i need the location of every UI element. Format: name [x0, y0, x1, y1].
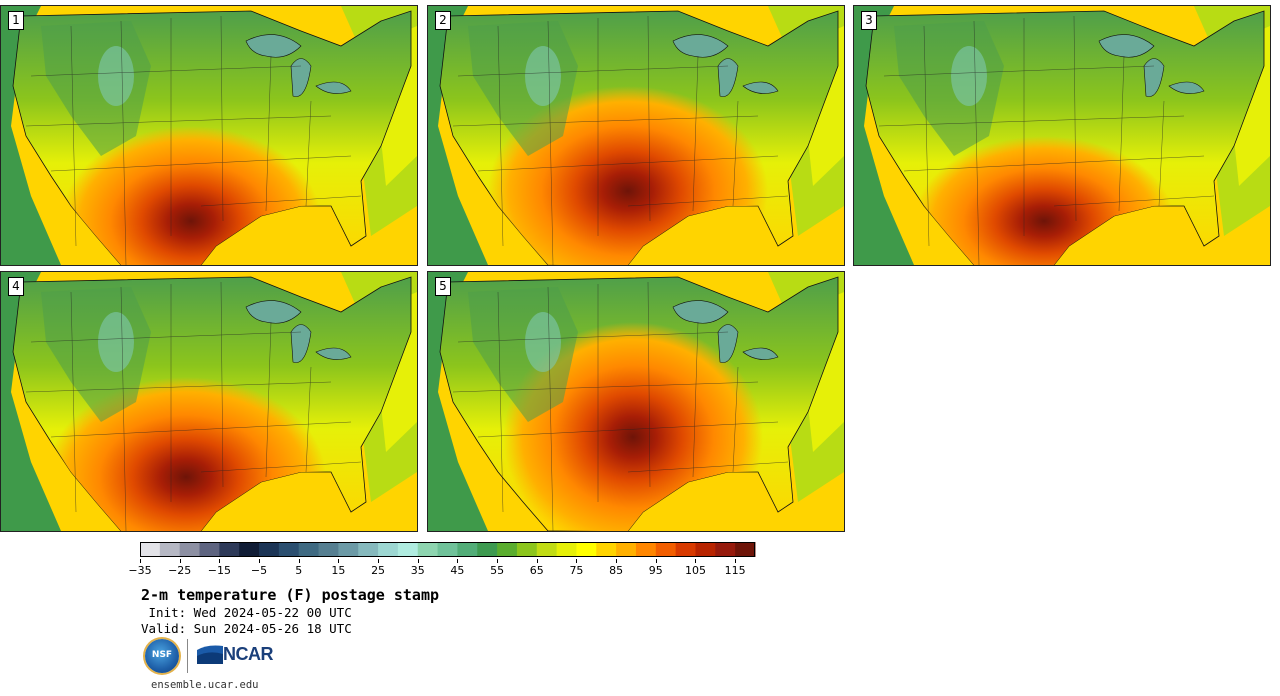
temperature-map — [1, 6, 417, 265]
colorbar-swatch — [695, 542, 716, 557]
colorbar-swatch — [259, 542, 280, 557]
colorbar-tick-mark — [655, 559, 657, 563]
colorbar-swatch — [437, 542, 458, 557]
colorbar-swatch — [397, 542, 419, 557]
postage-stamp-panel-3: 3 — [853, 5, 1271, 266]
colorbar-swatch — [655, 542, 677, 557]
ncar-logo-mark-icon — [197, 645, 223, 664]
colorbar-tick-label: 5 — [295, 564, 303, 577]
colorbar-tick-mark — [497, 559, 499, 563]
temperature-colorbar — [140, 542, 756, 557]
colorbar-tick-label: −25 — [168, 564, 192, 577]
colorbar-tick-label: 65 — [529, 564, 544, 577]
colorbar-tick-mark — [338, 559, 340, 563]
colorbar-swatch — [358, 542, 379, 557]
colorbar-tick-mark — [259, 559, 261, 563]
colorbar-swatch — [219, 542, 240, 557]
temperature-map — [428, 272, 844, 531]
colorbar-swatch — [338, 542, 359, 557]
colorbar-swatch — [159, 542, 181, 557]
colorbar-tick-mark — [417, 559, 419, 563]
colorbar-tick-label: 85 — [609, 564, 624, 577]
colorbar-swatch — [715, 542, 736, 557]
panel-number-label: 5 — [435, 277, 451, 296]
colorbar-swatch — [417, 542, 439, 557]
nsf-logo: NSF — [145, 639, 179, 673]
panel-number-label: 2 — [435, 11, 451, 30]
panel-number-label: 1 — [8, 11, 24, 30]
colorbar-swatch — [278, 542, 300, 557]
colorbar-tick-label: 75 — [569, 564, 584, 577]
sponsor-logos: NSF NCAR — [145, 637, 275, 677]
colorbar-swatch — [477, 542, 498, 557]
colorbar-tick-label: −15 — [207, 564, 231, 577]
valid-time: Valid: Sun 2024-05-26 18 UTC — [141, 621, 352, 636]
colorbar-tick-mark — [735, 559, 737, 563]
colorbar-tick-mark — [140, 559, 141, 563]
colorbar-tick-label: 95 — [648, 564, 663, 577]
colorbar-tick-label: −5 — [250, 564, 268, 577]
colorbar-tick-label: 35 — [410, 564, 425, 577]
colorbar-tick-label: 105 — [684, 564, 706, 577]
colorbar-swatch — [457, 542, 478, 557]
colorbar-tick-mark — [378, 559, 380, 563]
colorbar-swatch — [199, 542, 220, 557]
colorbar-tick-mark — [179, 559, 181, 563]
colorbar-swatch — [596, 542, 617, 557]
panel-number-label: 3 — [861, 11, 877, 30]
colorbar-swatch — [378, 542, 399, 557]
temperature-map — [854, 6, 1270, 265]
colorbar-swatch — [675, 542, 696, 557]
init-time: Init: Wed 2024-05-22 00 UTC — [141, 605, 352, 620]
colorbar-tick-label: 45 — [450, 564, 465, 577]
colorbar-tick-mark — [298, 559, 300, 563]
colorbar-tick-mark — [695, 559, 697, 563]
colorbar-tick-mark — [457, 559, 459, 563]
colorbar-swatch — [635, 542, 657, 557]
colorbar-swatch — [576, 542, 597, 557]
colorbar-swatch — [318, 542, 339, 557]
colorbar-swatch — [497, 542, 518, 557]
postage-stamp-panel-4: 4 — [0, 271, 418, 532]
site-url: ensemble.ucar.edu — [151, 679, 259, 691]
colorbar-swatch — [298, 542, 320, 557]
colorbar-swatch — [616, 542, 637, 557]
colorbar-tick-label: −35 — [128, 564, 152, 577]
colorbar-tick-mark — [536, 559, 538, 563]
colorbar-swatch — [556, 542, 577, 557]
colorbar-swatch — [140, 542, 161, 557]
colorbar-swatch — [536, 542, 558, 557]
logo-divider — [187, 639, 188, 673]
colorbar-tick-mark — [219, 559, 221, 563]
nsf-logo-text: NSF — [151, 650, 173, 660]
postage-stamp-panel-5: 5 — [427, 271, 845, 532]
colorbar-swatch — [179, 542, 201, 557]
colorbar-tick-mark — [616, 559, 618, 563]
colorbar-swatch — [239, 542, 260, 557]
temperature-map — [428, 6, 844, 265]
chart-title: 2-m temperature (F) postage stamp — [141, 586, 440, 604]
panel-number-label: 4 — [8, 277, 24, 296]
colorbar-tick-label: 25 — [371, 564, 386, 577]
colorbar-tick-labels: −35 −25 −15 −5 5 15 25 35 45 55 65 75 85 95 105 115 — [128, 559, 760, 583]
postage-stamp-panel-2: 2 — [427, 5, 845, 266]
ncar-logo-text: NCAR — [223, 644, 274, 664]
colorbar-tick-label: 115 — [724, 564, 746, 577]
colorbar-swatch — [735, 542, 756, 557]
colorbar-swatch — [516, 542, 538, 557]
postage-stamp-panel-1: 1 — [0, 5, 418, 266]
colorbar-tick-mark — [576, 559, 578, 563]
colorbar-tick-label: 15 — [331, 564, 346, 577]
colorbar-tick-label: 55 — [490, 564, 505, 577]
temperature-map — [1, 272, 417, 531]
